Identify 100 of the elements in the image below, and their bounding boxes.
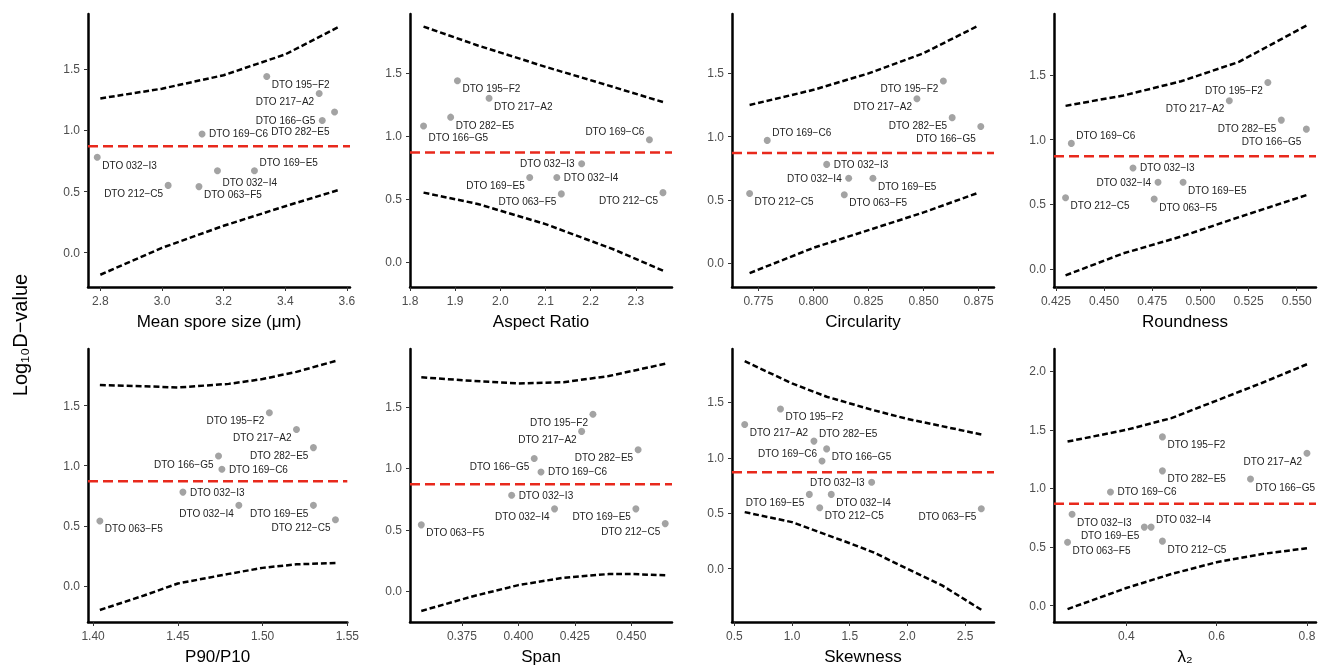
point [661,520,669,528]
annotation: DTO 063−F5 [849,197,908,209]
x-tick-label: 1.0 [783,629,801,643]
annotation: DTO 195−F2 [785,411,844,423]
point [331,516,339,524]
y-tick-label: 0.5 [63,518,81,533]
x-tick-label: 0.850 [908,294,939,308]
x-tick-label: 0.875 [963,294,994,308]
point [93,153,101,161]
point [179,488,187,496]
annotation: DTO 282−E5 [1217,122,1277,134]
x-tick-label: 1.45 [166,629,190,643]
y-tick-label: 0.0 [1029,598,1047,613]
x-tick-label: 1.5 [841,629,859,643]
point [195,183,203,191]
annotation: DTO 282−E5 [818,427,878,439]
x-tick-label: 0.450 [616,629,647,643]
x-tick-label: 1.50 [250,629,275,643]
y-tick-label: 1.5 [63,398,81,413]
x-axis-title: Aspect Ratio [492,312,590,331]
point [315,90,323,98]
x-tick-label: 0.825 [853,294,884,308]
x-tick-label: 3.2 [215,294,233,308]
point [526,174,534,182]
annotation: DTO 195−F2 [206,415,265,427]
x-tick-label: 0.800 [798,294,829,308]
line-series [743,359,983,436]
x-tick-label: 0.425 [1040,294,1072,308]
y-tick-label: 0.5 [63,184,81,199]
y-tick-label: 0.5 [1029,197,1047,212]
point [1302,125,1310,133]
line-series [1066,546,1309,611]
annotation: DTO 166−G5 [1241,135,1302,147]
y-tick-label: 0.0 [707,255,725,270]
line-series [743,510,983,612]
point [634,446,642,454]
annotation: DTO 169−C6 [548,466,608,478]
annotation: DTO 195−F2 [880,83,939,95]
annotation: DTO 032−I4 [1096,176,1152,188]
annotation: DTO 063−F5 [426,527,485,539]
point [1158,537,1166,545]
x-tick-label: 1.9 [446,294,464,308]
point [1140,523,1148,531]
annotation: DTO 217−A2 [1165,103,1225,115]
point [1067,139,1075,147]
y-tick-label: 0.5 [1029,540,1047,555]
annotation: DTO 063−F5 [918,511,977,523]
annotation: DTO 032−I4 [222,177,278,189]
point [331,108,339,116]
annotation: DTO 032−I4 [563,172,619,184]
point [485,94,493,102]
x-axis-title: Span [521,647,561,666]
point [1150,195,1158,203]
annotation: DTO 032−I4 [836,496,892,508]
annotation: DTO 282−E5 [574,452,634,464]
annotation: DTO 169−E5 [1080,529,1140,541]
annotation: DTO 282−E5 [455,119,515,131]
annotation: DTO 195−F2 [462,83,521,95]
line-series [420,362,667,385]
annotation: DTO 032−I4 [179,507,235,519]
point [265,409,273,417]
x-tick-label: 0.775 [743,294,774,308]
point [263,72,271,80]
point [977,122,985,130]
point [309,501,317,509]
point [453,77,461,85]
annotation: DTO 063−F5 [1072,544,1131,556]
y-tick-label: 1.0 [385,461,403,476]
point [1158,433,1166,441]
annotation: DTO 212−C5 [601,526,661,538]
point [508,491,516,499]
point [805,490,813,498]
point [746,189,754,197]
point [96,517,104,525]
point [164,181,172,189]
annotation: DTO 282−E5 [271,126,331,138]
annotation: DTO 063−F5 [203,189,263,201]
annotation: DTO 169−C6 [758,447,818,459]
point [845,174,853,182]
point [816,504,824,512]
y-tick-label: 0.0 [385,584,403,599]
annotation: DTO 166−G5 [153,458,214,470]
annotation: DTO 063−F5 [1159,201,1218,213]
annotation: DTO 169−E5 [259,157,319,169]
annotation: DTO 169−E5 [249,507,309,519]
annotation: DTO 217−A2 [1243,455,1303,467]
line-series [1064,193,1308,277]
point [1147,523,1155,531]
annotation: DTO 217−A2 [233,432,292,444]
line-series [420,572,667,613]
point [318,117,326,124]
y-tick-label: 1.0 [63,123,81,138]
y-tick-label: 0.5 [385,191,403,206]
point [1179,178,1187,186]
point [1064,538,1072,546]
point [309,444,317,452]
x-tick-label: 1.55 [335,629,360,643]
y-tick-label: 1.0 [1029,481,1047,496]
annotation: DTO 169−E5 [877,180,937,192]
point [551,505,559,513]
